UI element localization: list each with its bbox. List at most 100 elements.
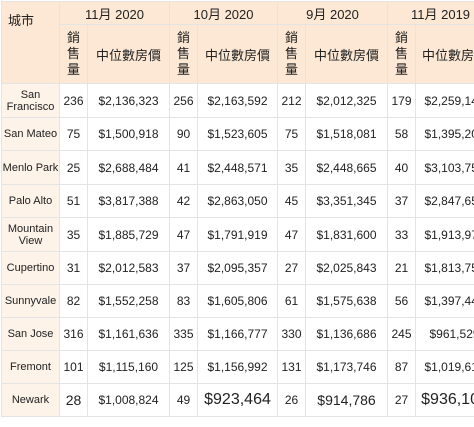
sales-count-cell: 61 xyxy=(278,285,306,318)
sales-count-cell: 87 xyxy=(388,351,416,384)
sales-count-header-char: 銷 xyxy=(170,30,197,46)
median-price-cell: $914,786 xyxy=(306,384,388,417)
sales-count-cell: 335 xyxy=(170,318,198,351)
city-name-cell: San Jose xyxy=(2,318,60,351)
sales-count-cell: 37 xyxy=(388,185,416,218)
period-header-oct-2020: 10月 2020 xyxy=(170,2,278,25)
median-price-cell: $2,688,484 xyxy=(88,151,170,185)
city-name-cell: Newark xyxy=(2,384,60,417)
median-price-cell: $2,847,654 xyxy=(416,185,474,218)
sales-count-header-char: 銷 xyxy=(388,30,415,46)
sales-count-cell: 83 xyxy=(170,285,198,318)
housing-price-table: 城市 11月 2020 10月 2020 9月 2020 11月 2019 銷售… xyxy=(1,1,474,417)
median-price-cell: $3,351,345 xyxy=(306,185,388,218)
median-price-cell: $923,464 xyxy=(198,384,278,417)
city-name-cell: Fremont xyxy=(2,351,60,384)
median-price-cell: $1,913,976 xyxy=(416,218,474,252)
median-price-cell: $1,552,258 xyxy=(88,285,170,318)
sales-count-cell: 28 xyxy=(60,384,88,417)
sales-count-cell: 33 xyxy=(388,218,416,252)
sales-count-cell: 245 xyxy=(388,318,416,351)
city-name-cell: Menlo Park xyxy=(2,151,60,185)
sales-count-cell: 25 xyxy=(60,151,88,185)
median-price-cell: $1,523,605 xyxy=(198,118,278,151)
sales-count-header-char: 售 xyxy=(278,46,305,62)
sales-count-header: 銷售量 xyxy=(388,25,416,84)
median-price-cell: $2,448,665 xyxy=(306,151,388,185)
sales-count-header-char: 售 xyxy=(388,46,415,62)
period-header-sep-2020: 9月 2020 xyxy=(278,2,388,25)
sales-count-cell: 26 xyxy=(278,384,306,417)
sales-count-cell: 330 xyxy=(278,318,306,351)
sales-count-cell: 31 xyxy=(60,252,88,285)
median-price-cell: $1,575,638 xyxy=(306,285,388,318)
sales-count-cell: 21 xyxy=(388,252,416,285)
sales-count-cell: 58 xyxy=(388,118,416,151)
median-price-cell: $2,025,843 xyxy=(306,252,388,285)
city-name-cell: Mountain View xyxy=(2,218,60,252)
median-price-cell: $2,448,571 xyxy=(198,151,278,185)
sales-count-cell: 47 xyxy=(278,218,306,252)
median-price-cell: $1,500,918 xyxy=(88,118,170,151)
sales-count-cell: 256 xyxy=(170,84,198,118)
period-header-nov-2020: 11月 2020 xyxy=(60,2,170,25)
sales-count-header-char: 量 xyxy=(60,62,87,78)
sales-count-cell: 90 xyxy=(170,118,198,151)
median-price-cell: $1,397,442 xyxy=(416,285,474,318)
sales-count-cell: 49 xyxy=(170,384,198,417)
sales-count-cell: 47 xyxy=(170,218,198,252)
sales-count-header: 銷售量 xyxy=(170,25,198,84)
sales-count-cell: 42 xyxy=(170,185,198,218)
sales-count-header-char: 量 xyxy=(388,62,415,78)
sales-count-cell: 41 xyxy=(170,151,198,185)
median-price-cell: $961,529 xyxy=(416,318,474,351)
sales-count-header-char: 銷 xyxy=(60,30,87,46)
sales-count-header: 銷售量 xyxy=(278,25,306,84)
city-name-cell: Sunnyvale xyxy=(2,285,60,318)
sales-count-cell: 75 xyxy=(278,118,306,151)
median-price-cell: $2,136,323 xyxy=(88,84,170,118)
sales-count-cell: 212 xyxy=(278,84,306,118)
sales-count-cell: 101 xyxy=(60,351,88,384)
median-price-cell: $1,156,992 xyxy=(198,351,278,384)
city-name-cell: San Mateo xyxy=(2,118,60,151)
sales-count-header-char: 量 xyxy=(278,62,305,78)
sales-count-cell: 35 xyxy=(60,218,88,252)
median-price-cell: $936,100 xyxy=(416,384,474,417)
median-price-cell: $2,012,583 xyxy=(88,252,170,285)
sales-count-cell: 125 xyxy=(170,351,198,384)
median-price-cell: $2,012,325 xyxy=(306,84,388,118)
sales-count-cell: 316 xyxy=(60,318,88,351)
sub-header-row: 銷售量中位數房價銷售量中位數房價銷售量中位數房價銷售量中位數房價 xyxy=(2,25,474,84)
median-price-cell: $1,518,081 xyxy=(306,118,388,151)
median-price-cell: $1,166,777 xyxy=(198,318,278,351)
median-price-cell: $2,163,592 xyxy=(198,84,278,118)
median-price-cell: $1,813,750 xyxy=(416,252,474,285)
sales-count-header: 銷售量 xyxy=(60,25,88,84)
sales-count-cell: 236 xyxy=(60,84,88,118)
median-price-cell: $1,395,200 xyxy=(416,118,474,151)
median-price-cell: $1,136,686 xyxy=(306,318,388,351)
median-price-cell: $3,817,388 xyxy=(88,185,170,218)
median-price-cell: $2,863,050 xyxy=(198,185,278,218)
sales-count-cell: 51 xyxy=(60,185,88,218)
median-price-cell: $1,115,160 xyxy=(88,351,170,384)
city-name-cell: Cupertino xyxy=(2,252,60,285)
sales-count-header-char: 售 xyxy=(60,46,87,62)
city-name-cell: Palo Alto xyxy=(2,185,60,218)
sales-count-header-char: 量 xyxy=(170,62,197,78)
median-price-header: 中位數房價 xyxy=(198,25,278,84)
city-column-header: 城市 xyxy=(2,2,60,84)
sales-count-cell: 27 xyxy=(388,384,416,417)
sales-count-cell: 75 xyxy=(60,118,88,151)
median-price-header: 中位數房價 xyxy=(306,25,388,84)
sales-count-cell: 37 xyxy=(170,252,198,285)
sales-count-cell: 35 xyxy=(278,151,306,185)
